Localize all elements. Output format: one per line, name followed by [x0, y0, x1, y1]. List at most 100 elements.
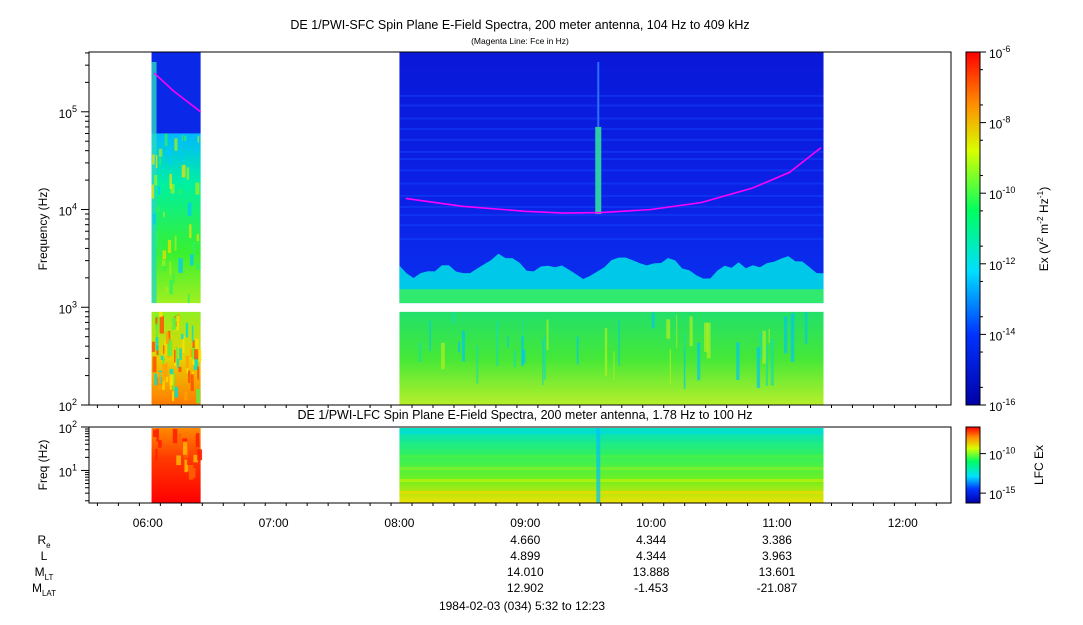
early-texture [161, 259, 166, 267]
early-texture [172, 391, 175, 402]
early-texture [152, 213, 156, 225]
colorbar-tick-label: 10-16 [989, 397, 1015, 414]
early-texture [164, 376, 169, 382]
early-texture [190, 254, 194, 266]
early-texture [192, 359, 195, 366]
early-texture [187, 202, 192, 217]
early-texture [170, 184, 175, 194]
low-band-texture [476, 345, 479, 384]
early-texture [169, 374, 174, 386]
low-band-texture [458, 341, 461, 353]
lower-y-axis-label: Freq (Hz) [36, 440, 50, 491]
main-low-band [399, 311, 824, 405]
early-texture [165, 331, 169, 344]
early-texture [165, 362, 168, 376]
low-band-texture [618, 320, 620, 366]
lfc-early-texture [179, 433, 182, 447]
early-texture [197, 349, 202, 362]
colorbar-tick-label: 10-8 [989, 115, 1010, 132]
early-texture [192, 340, 195, 348]
early-texture [152, 356, 157, 373]
lower-y-axis: 101 102 [59, 419, 89, 502]
early-texture [165, 286, 169, 293]
early-texture [164, 133, 168, 147]
band-structure [399, 117, 824, 120]
band-structure [399, 104, 824, 107]
ephemeris-value: -1.453 [634, 581, 668, 595]
upper-x-ticks [96, 405, 937, 408]
low-band-texture [651, 312, 655, 329]
early-texture [186, 167, 190, 180]
lfc-early-texture [197, 449, 203, 461]
early-texture [194, 349, 199, 360]
early-texture [152, 154, 155, 165]
lower-x-axis: 06:00 07:00 08:00 09:00 10:00 11:00 12:00 [96, 503, 937, 530]
lfc-early-texture [182, 441, 188, 455]
low-band-texture [429, 320, 431, 352]
upper-y-axis-label: Frequency (Hz) [36, 188, 50, 271]
band-structure [399, 194, 824, 197]
low-band-texture [418, 342, 422, 363]
low-band-texture [613, 351, 615, 380]
early-texture [169, 368, 174, 377]
early-texture [196, 388, 201, 404]
early-texture [197, 135, 200, 143]
ephemeris-row-label: MLT [35, 565, 54, 582]
lfc-early-texture [193, 468, 196, 478]
early-texture [159, 311, 163, 318]
early-texture [179, 152, 182, 163]
band-gap [90, 303, 950, 312]
early-texture [167, 330, 171, 346]
x-tick-label: 10:00 [636, 516, 666, 530]
low-band-texture [604, 328, 608, 376]
low-band-texture [784, 316, 788, 354]
band-structure [399, 150, 824, 153]
early-texture [178, 366, 182, 373]
ephemeris-value: 4.660 [510, 533, 540, 547]
early-texture [162, 373, 165, 391]
band-structure [399, 182, 824, 185]
early-texture [182, 335, 185, 353]
lfc-early-texture [172, 428, 178, 444]
main-emission-core [399, 289, 824, 304]
low-band-texture [676, 314, 678, 348]
low-band-texture [542, 339, 544, 386]
early-texture [155, 231, 160, 247]
low-band-texture [513, 350, 516, 368]
low-band-texture [496, 320, 499, 367]
early-texture [167, 340, 173, 357]
lfc-main-block [399, 428, 824, 503]
early-texture [159, 315, 164, 334]
y-tick-label: 101 [59, 462, 77, 479]
y-tick-label: 102 [59, 397, 77, 414]
early-texture [160, 355, 164, 360]
early-texture [154, 175, 158, 186]
lfc-early-texture [152, 429, 158, 437]
early-texture [184, 135, 187, 142]
early-texture [195, 182, 200, 195]
early-texture [171, 318, 177, 330]
lfc-burst [596, 428, 601, 503]
early-texture [184, 391, 188, 401]
early-texture [162, 364, 167, 382]
fce-line [153, 72, 202, 113]
early-texture [156, 206, 161, 212]
low-band-texture [669, 349, 672, 385]
lfc-stripe [399, 479, 824, 482]
low-band-texture [576, 336, 579, 365]
band-structure [399, 94, 824, 97]
low-band-texture [768, 328, 770, 344]
colorbar-tick-label: 10-10 [989, 446, 1015, 463]
lfc-early-texture [176, 455, 181, 466]
ephemeris-row-label: L [41, 549, 48, 563]
band-structure [399, 238, 824, 241]
band-structure [399, 214, 824, 217]
band-structure [399, 127, 824, 130]
early-texture [175, 346, 178, 364]
early-texture [159, 242, 163, 257]
low-band-texture [507, 336, 509, 348]
early-texture [190, 349, 193, 357]
ephemeris-value: 12.902 [507, 581, 544, 595]
burst-column [595, 126, 602, 214]
